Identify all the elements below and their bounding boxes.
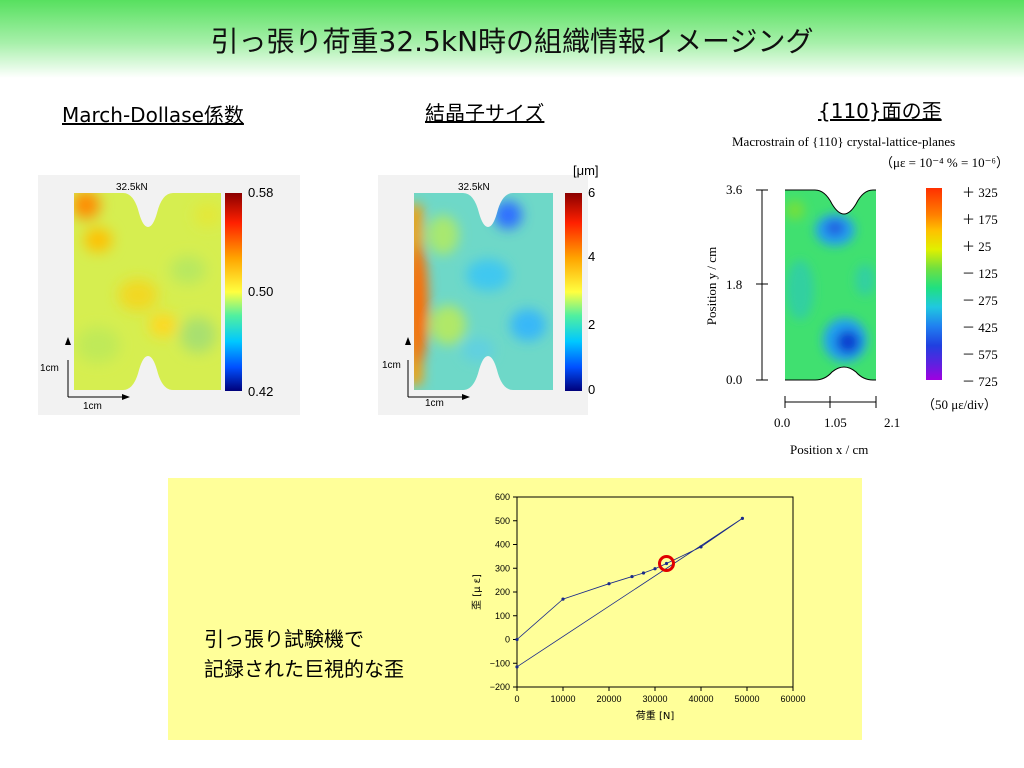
crystal-size-sample-label: 32.5kN — [458, 182, 490, 193]
data-point — [515, 637, 519, 642]
load-strain-chart: −200 −100 0 100 200 300 400 500 600 0 10000 20000 30… — [471, 492, 806, 722]
march-dollase-scale-x: 1cm — [83, 401, 102, 412]
note-box — [168, 478, 862, 740]
crystal-size-scale-y: 1cm — [382, 360, 401, 371]
series-line — [516, 518, 743, 668]
y-tick-label: 300 — [495, 563, 510, 573]
march-dollase-heading: March-Dollase係数 — [62, 103, 244, 127]
note-text: 引っ張り試験機で 記録された巨視的な歪 — [204, 624, 404, 684]
crystal-size-scale-x: 1cm — [425, 398, 444, 409]
data-point — [699, 545, 703, 549]
x-tick-label: 40000 — [688, 694, 713, 704]
strain-map — [756, 189, 877, 408]
y-tick-label: 400 — [495, 540, 510, 550]
data-point — [641, 571, 646, 575]
data-point — [653, 567, 657, 571]
strain-legend-275: － 275 — [962, 293, 998, 308]
data-point — [515, 665, 519, 669]
strain-y-tick-mid: 1.8 — [726, 277, 743, 292]
strain-caption-2: （με = 10⁻⁴ % = 10⁻⁶） — [880, 155, 1009, 170]
strain-legend-125: － 125 — [962, 266, 998, 281]
strain-legend-425: － 425 — [962, 320, 998, 335]
x-tick-label: 30000 — [642, 694, 667, 704]
y-tick-label: 600 — [495, 492, 510, 502]
crystal-size-unit: [μm] — [573, 163, 599, 178]
x-tick-label: 20000 — [596, 694, 621, 704]
crystal-size-tick-6: 6 — [588, 185, 596, 200]
march-dollase-map — [65, 193, 242, 400]
strain-legend-25: ＋ 25 — [962, 239, 992, 254]
strain-x-tick-0: 0.0 — [774, 415, 791, 430]
strain-caption-1: Macrostrain of {110} crystal-lattice-pla… — [732, 134, 956, 149]
y-tick-label: −200 — [490, 682, 510, 692]
strain-legend-note: （50 με/div） — [922, 397, 997, 412]
y-tick-label: −100 — [490, 658, 510, 668]
strain-legend-175: ＋ 175 — [962, 212, 998, 227]
crystal-size-map — [405, 193, 582, 400]
strain-legend-325: ＋ 325 — [962, 185, 998, 200]
note-line-1: 引っ張り試験機で — [204, 627, 364, 651]
title-band — [0, 0, 1024, 78]
strain-legend-bar — [926, 188, 942, 380]
data-point — [740, 516, 744, 520]
y-tick-label: 200 — [495, 587, 510, 597]
strain-legend-725: － 725 — [962, 374, 998, 389]
march-dollase-tick-max: 0.58 — [248, 185, 274, 200]
strain-x-tick-2: 2.1 — [884, 415, 901, 430]
highlight-circle — [658, 555, 675, 572]
data-point — [630, 574, 634, 579]
crystal-size-tick-0: 0 — [588, 382, 596, 397]
x-tick-label: 10000 — [550, 694, 575, 704]
crystal-size-tick-2: 2 — [588, 317, 596, 332]
crystal-size-heading: 結晶子サイズ — [425, 101, 545, 125]
strain-heading: {110}面の歪 — [818, 99, 942, 123]
data-point — [664, 561, 669, 566]
data-point — [607, 582, 611, 586]
slide-title: 引っ張り荷重32.5kN時の組織情報イメージング — [210, 25, 814, 58]
strain-y-tick-top: 3.6 — [726, 182, 743, 197]
y-tick-label: 500 — [495, 516, 510, 526]
crystal-size-tick-4: 4 — [588, 249, 596, 264]
data-point — [561, 597, 565, 601]
y-axis-label: 歪 [μ ε] — [471, 574, 483, 610]
strain-y-axis-label: Position y / cm — [704, 246, 719, 326]
strain-x-axis-label: Position x / cm — [790, 442, 869, 457]
x-axis-label: 荷重 [N] — [636, 709, 675, 722]
march-dollase-tick-min: 0.42 — [248, 384, 274, 399]
strain-y-tick-bottom: 0.0 — [726, 372, 743, 387]
y-tick-label: 0 — [505, 635, 510, 645]
x-tick-label: 0 — [514, 694, 519, 704]
y-tick-label: 100 — [495, 611, 510, 621]
march-dollase-sample-label: 32.5kN — [116, 182, 148, 193]
plot-area — [516, 496, 794, 688]
march-dollase-tick-mid: 0.50 — [248, 284, 274, 299]
march-dollase-scale-y: 1cm — [40, 363, 59, 374]
note-line-2: 記録された巨視的な歪 — [204, 657, 404, 681]
x-tick-label: 60000 — [780, 694, 805, 704]
strain-legend-575: － 575 — [962, 347, 998, 362]
x-tick-label: 50000 — [734, 694, 759, 704]
strain-x-tick-1: 1.05 — [824, 415, 847, 430]
